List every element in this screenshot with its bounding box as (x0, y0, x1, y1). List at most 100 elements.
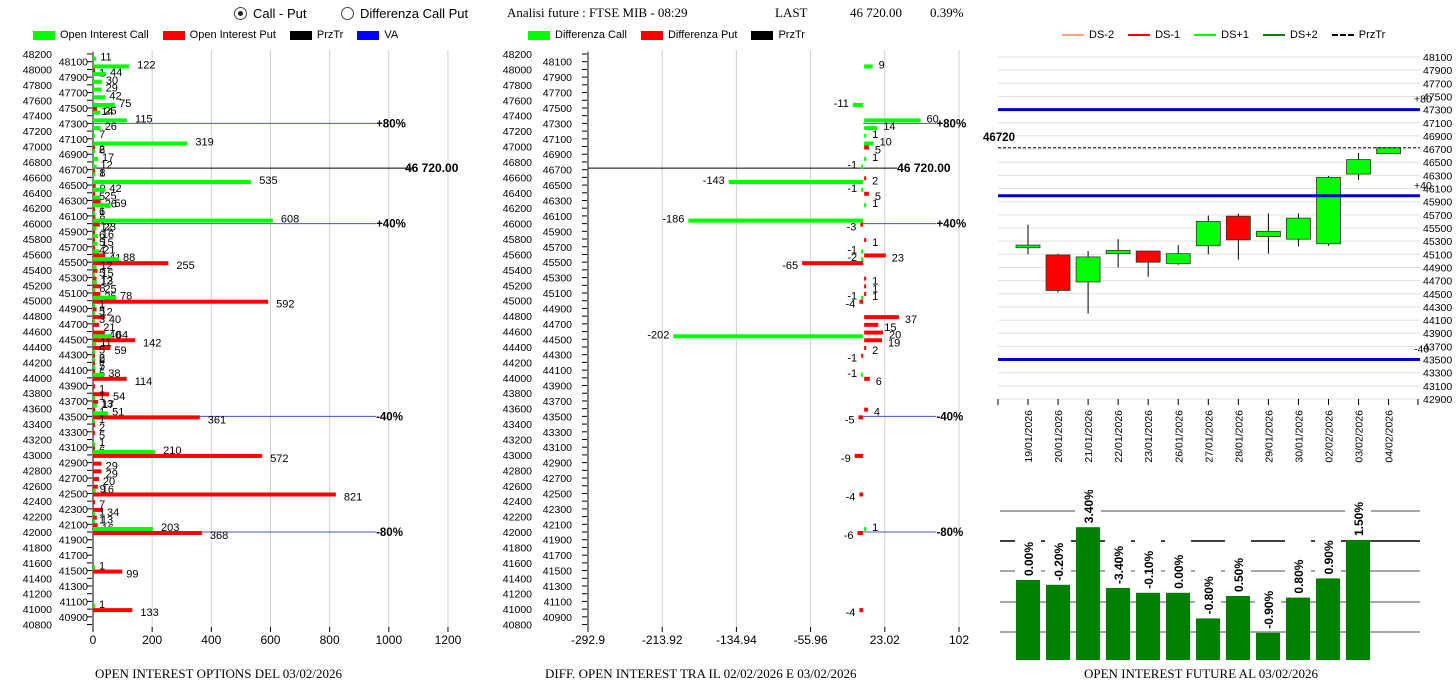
y-tick-label: 47500 (543, 103, 572, 115)
y-tick-label: 42000 (503, 527, 532, 539)
y-tick-label: 43500 (1423, 355, 1452, 367)
bar-call-label: 1 (99, 507, 105, 519)
y-tick-label: 47100 (1423, 118, 1452, 130)
bar-call-label: 115 (135, 113, 153, 125)
bar-put (859, 492, 864, 497)
y-tick-label: 45800 (503, 234, 532, 246)
bar-put-label: 2 (872, 175, 878, 187)
bar-call (93, 511, 95, 516)
bar-call (93, 87, 102, 92)
bar-put-label: 1 (99, 168, 105, 180)
bar-call-label: 6 (99, 206, 105, 218)
bar-put-label: 5 (875, 191, 881, 203)
bar-call (93, 419, 95, 424)
bar (1256, 632, 1280, 660)
bar-call-label: 17 (102, 152, 114, 164)
x-tick-label: 1200 (435, 633, 462, 647)
bar-put-label: 1 (872, 283, 878, 295)
y-tick-label: 47000 (503, 142, 532, 154)
legend-swatch-icon (289, 30, 312, 40)
y-tick-label: 41400 (503, 573, 532, 585)
y-tick-label: 42200 (503, 512, 532, 524)
bar-call-label: 1 (99, 437, 105, 449)
bar-call (93, 64, 130, 69)
y-tick-label: 41900 (543, 535, 572, 547)
price-line-label: 46720 (983, 132, 1015, 144)
bar-label-bg (1315, 520, 1341, 575)
bar-put (93, 315, 105, 320)
bar-call-label: 60 (927, 113, 939, 125)
y-tick-label: 42600 (23, 481, 52, 493)
legend-label: VA (384, 29, 399, 41)
y-tick-label: 44500 (543, 334, 572, 346)
y-tick-label: 47300 (1423, 105, 1452, 117)
va-line-label: +80% (936, 118, 966, 130)
bar-put (93, 531, 202, 536)
bar-call-label: 11 (100, 337, 111, 349)
bar-call-label: 1 (872, 198, 878, 210)
y-tick-label: 44100 (543, 365, 572, 377)
bar-call-label: 6 (99, 352, 105, 364)
bar-put-label: 1 (872, 276, 878, 288)
bar-put-label: 5 (99, 360, 105, 372)
y-tick-label: 46200 (503, 203, 532, 215)
bar-put-label: 2 (99, 353, 105, 365)
bar-call-label: 9 (879, 59, 885, 71)
bar-call-label: 44 (110, 67, 122, 79)
bar-put (93, 415, 200, 420)
bar-put-label: 12 (101, 276, 113, 288)
bar-put (93, 523, 98, 528)
bar-put-label: 2 (99, 422, 105, 434)
y-tick-label: 46000 (23, 219, 52, 231)
bar-label-bg (1345, 490, 1371, 536)
legend-swatch-icon (528, 30, 550, 40)
radio-selected-icon (234, 7, 247, 20)
bar-label: 0.80% (1292, 559, 1306, 593)
y-tick-label: 47700 (1423, 78, 1452, 90)
bar-put (864, 407, 868, 412)
bar-call (93, 303, 95, 308)
radio-differenza-label: Differenza Call Put (360, 6, 469, 21)
radio-call-put[interactable]: Call - Put (234, 6, 306, 21)
bar-call-label: 25 (104, 190, 116, 202)
y-tick-label: 44200 (23, 357, 52, 369)
bar-put (93, 507, 104, 512)
y-tick-label: 46300 (1423, 170, 1452, 182)
bar-put (93, 245, 95, 250)
radio-differenza-call-put[interactable]: Differenza Call Put (341, 6, 468, 21)
bar-label: -3.40% (1112, 546, 1126, 584)
bar-call-label: 7 (99, 129, 105, 141)
bar-put (93, 376, 127, 381)
y-tick-label: 45000 (23, 296, 52, 308)
y-tick-label: 44900 (1423, 262, 1452, 274)
bar-call (93, 411, 109, 416)
bar-label: 0.50% (1232, 558, 1246, 592)
bar-call (93, 226, 97, 231)
x-tick-label: 27/01/2026 (1203, 410, 1215, 463)
bar-call-label: 1 (872, 152, 878, 164)
bar-call-label: 21 (103, 244, 115, 256)
bar-call (93, 280, 97, 285)
bar-put (864, 191, 869, 196)
bar-put-label: -65 (782, 260, 798, 272)
y-tick-label: 46700 (59, 165, 88, 177)
bar-put (93, 106, 98, 111)
va-line-label: -40 (1414, 344, 1429, 356)
y-tick-label: 47700 (543, 88, 572, 100)
y-tick-label: 43300 (543, 427, 572, 439)
candle-body (1316, 176, 1341, 245)
y-tick-label: 44300 (543, 350, 572, 362)
bar-put (93, 238, 95, 243)
bar-put (864, 322, 879, 327)
y-tick-label: 47300 (59, 118, 88, 130)
legend-item-przTr: PrzTr (289, 29, 343, 41)
bar-call (93, 95, 106, 100)
bar-call-label: 1 (99, 391, 105, 403)
bar-call (728, 180, 864, 185)
bar-call (861, 295, 864, 300)
y-tick-label: 46100 (59, 211, 88, 223)
bar-call-label: 11 (100, 52, 111, 64)
diff-oi-chart: -292.9 -213.92 -134.94 -55.96 23.02 102482004… (503, 49, 970, 647)
legend-swatch-icon (640, 30, 663, 40)
legend-item-candle-przTr: PrzTr (1331, 29, 1385, 41)
